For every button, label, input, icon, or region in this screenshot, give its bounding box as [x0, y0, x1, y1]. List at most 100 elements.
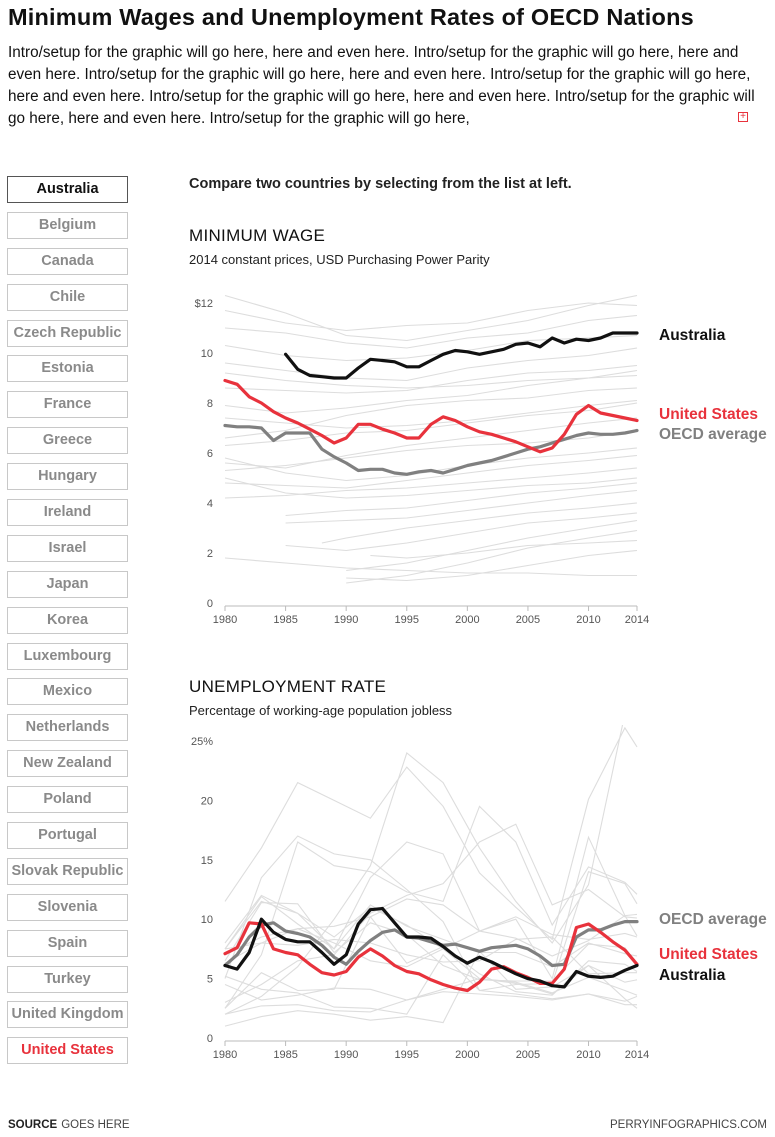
- country-button-luxembourg[interactable]: Luxembourg: [7, 642, 128, 670]
- country-button-estonia[interactable]: Estonia: [7, 355, 128, 383]
- y-tick-label: 25%: [191, 736, 213, 748]
- series-label-united-states: United States: [659, 406, 758, 423]
- credit-link[interactable]: PERRYINFOGRAPHICS.COM: [610, 1119, 767, 1131]
- x-tick-label: 1980: [213, 614, 237, 626]
- background-series-line: [224, 387, 638, 439]
- background-series-line: [285, 489, 638, 524]
- source-note: SOURCE GOES HERE: [8, 1119, 130, 1131]
- x-tick-label: 2000: [455, 614, 479, 626]
- country-button-mexico[interactable]: Mexico: [7, 678, 128, 706]
- y-tick-label: 6: [207, 448, 213, 460]
- country-button-netherlands[interactable]: Netherlands: [7, 714, 128, 742]
- x-tick-label: 1985: [273, 614, 297, 626]
- series-line-united-states: [223, 378, 639, 454]
- x-tick-label: 2000: [455, 1049, 479, 1061]
- country-button-canada[interactable]: Canada: [7, 247, 128, 275]
- y-tick-label: 10: [201, 348, 213, 360]
- background-series-line: [346, 549, 638, 582]
- x-tick-label: 1990: [334, 614, 358, 626]
- background-series-line: [224, 477, 638, 499]
- country-button-israel[interactable]: Israel: [7, 534, 128, 562]
- unemployment-chart-subtitle: Percentage of working-age population job…: [189, 703, 453, 718]
- y-tick-label: 0: [207, 598, 213, 610]
- country-button-spain[interactable]: Spain: [7, 929, 128, 957]
- min-wage-chart-subtitle: 2014 constant prices, USD Purchasing Pow…: [189, 252, 490, 267]
- background-series-line: [224, 347, 638, 382]
- series-line-united-states: [223, 921, 639, 993]
- series-line-australia: [223, 906, 639, 989]
- background-series-line: [285, 512, 638, 552]
- background-series-line: [224, 369, 638, 414]
- background-series-line: [224, 835, 638, 992]
- background-series-line: [224, 916, 638, 968]
- country-button-united-states[interactable]: United States: [7, 1037, 128, 1065]
- series-label-australia: Australia: [659, 967, 726, 984]
- background-series-line: [224, 557, 637, 577]
- country-button-czech-republic[interactable]: Czech Republic: [7, 319, 128, 347]
- country-button-chile[interactable]: Chile: [7, 283, 128, 311]
- country-button-japan[interactable]: Japan: [7, 570, 128, 598]
- background-series-line: [224, 726, 638, 941]
- y-tick-label: 10: [201, 914, 213, 926]
- background-series-line: [224, 902, 638, 982]
- x-tick-label: 1985: [273, 1049, 297, 1061]
- background-series-line: [224, 314, 638, 349]
- background-series-line: [224, 950, 638, 1027]
- country-button-belgium[interactable]: Belgium: [7, 211, 128, 239]
- x-tick-label: 2005: [516, 614, 540, 626]
- min-wage-chart-title: MINIMUM WAGE: [189, 226, 326, 245]
- y-tick-label: $12: [195, 298, 213, 310]
- country-button-france[interactable]: France: [7, 391, 128, 419]
- y-tick-label: 5: [207, 974, 213, 986]
- background-series-line: [224, 454, 638, 489]
- background-series-line: [224, 302, 638, 332]
- background-series-line: [224, 467, 638, 499]
- background-series-line: [224, 294, 638, 342]
- background-series-line: [346, 519, 638, 572]
- country-button-hungary[interactable]: Hungary: [7, 463, 128, 491]
- background-series-line: [224, 364, 638, 394]
- country-button-portugal[interactable]: Portugal: [7, 822, 128, 850]
- country-button-poland[interactable]: Poland: [7, 786, 128, 814]
- instruction-text: Compare two countries by selecting from …: [189, 176, 572, 192]
- x-tick-label: 1995: [395, 1049, 419, 1061]
- source-text: GOES HERE: [61, 1119, 130, 1131]
- country-button-slovak-republic[interactable]: Slovak Republic: [7, 857, 128, 885]
- background-series-line: [224, 936, 637, 975]
- plus-box-icon[interactable]: +: [738, 112, 748, 122]
- background-series-line: [224, 983, 637, 1006]
- series-line-oecd-average: [223, 423, 639, 476]
- background-series-line: [321, 502, 638, 544]
- page-title: Minimum Wages and Unemployment Rates of …: [8, 4, 694, 30]
- unemployment-chart: 0 5 10 15 20 25% 1980 1985 1990 1995 2000 2005 2010 2…: [191, 725, 767, 1061]
- background-series-line: [285, 482, 638, 517]
- x-tick-label: 2010: [576, 1049, 600, 1061]
- y-tick-label: 0: [207, 1033, 213, 1045]
- country-button-korea[interactable]: Korea: [7, 606, 128, 634]
- country-button-australia[interactable]: Australia: [7, 176, 128, 203]
- series-label-oecd-average: OECD average: [659, 911, 767, 928]
- country-button-slovenia[interactable]: Slovenia: [7, 893, 128, 921]
- series-line-australia: [284, 331, 639, 380]
- x-tick-label: 2005: [516, 1049, 540, 1061]
- source-label: SOURCE: [8, 1119, 58, 1131]
- background-series-line: [224, 805, 638, 1009]
- series-label-oecd-average: OECD average: [659, 426, 767, 443]
- y-tick-label: 4: [207, 498, 213, 510]
- background-series-line: [224, 447, 638, 482]
- min-wage-chart: 0 2 4 6 8 10 $12 1980 1985 1990 1995 2000 2005 2010 20…: [195, 294, 767, 626]
- country-button-ireland[interactable]: Ireland: [7, 499, 128, 527]
- country-button-turkey[interactable]: Turkey: [7, 965, 128, 993]
- country-button-united-kingdom[interactable]: United Kingdom: [7, 1001, 128, 1029]
- background-series-line: [224, 725, 624, 1015]
- series-label-australia: Australia: [659, 327, 726, 344]
- y-tick-label: 2: [207, 548, 213, 560]
- country-button-new-zealand[interactable]: New Zealand: [7, 750, 128, 778]
- x-tick-label: 1995: [395, 614, 419, 626]
- y-tick-label: 15: [201, 855, 213, 867]
- country-list: Australia Belgium Canada Chile Czech Republi…: [7, 176, 128, 1073]
- y-tick-label: 8: [207, 398, 213, 410]
- country-button-greece[interactable]: Greece: [7, 427, 128, 455]
- x-tick-label: 2014: [625, 1049, 649, 1061]
- x-tick-label: 2014: [625, 614, 649, 626]
